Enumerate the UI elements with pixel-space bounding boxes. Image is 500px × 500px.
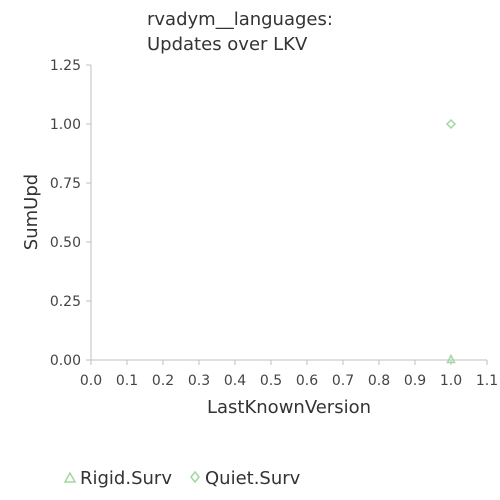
y-tick-label: 1.25 — [50, 58, 81, 74]
data-point-quiet-surv — [445, 118, 457, 130]
x-axis-label: LastKnownVersion — [207, 397, 371, 418]
legend-triangle-icon — [63, 471, 77, 483]
legend-item-quiet-surv: Quiet.Surv — [190, 468, 301, 489]
y-tick-label: 0.25 — [50, 294, 81, 310]
y-axis-ticks: 0.00 0.25 0.50 0.75 1.00 1.25 — [50, 58, 91, 369]
y-tick-label: 0.75 — [50, 176, 81, 192]
x-tick-label: 0.2 — [152, 373, 174, 389]
x-tick-label: 1.0 — [440, 373, 462, 389]
x-tick-label: 0.5 — [260, 373, 282, 389]
y-tick-label: 0.50 — [50, 235, 81, 251]
legend-label-rigid-surv: Rigid.Surv — [80, 468, 172, 489]
x-tick-label: 0.7 — [332, 373, 354, 389]
y-tick-label: 1.00 — [50, 117, 81, 133]
chart-title-line-2: Updates over LKV — [147, 34, 308, 55]
x-tick-label: 0.3 — [188, 373, 210, 389]
y-tick-label: 0.00 — [50, 353, 81, 369]
legend-diamond-icon — [190, 470, 200, 484]
legend-label-quiet-surv: Quiet.Surv — [205, 468, 301, 489]
x-tick-label: 0.8 — [368, 373, 390, 389]
data-points — [445, 118, 457, 364]
legend: Rigid.Surv Quiet.Surv — [63, 468, 301, 489]
x-tick-label: 0.0 — [80, 373, 102, 389]
data-point-rigid-surv — [446, 353, 456, 364]
x-tick-label: 0.1 — [116, 373, 138, 389]
x-axis-ticks: 0.0 0.1 0.2 0.3 0.4 0.5 0.6 0.7 0.8 0.9 1.0 1.1 — [80, 360, 498, 389]
chart-title-line-1: rvadym__languages: — [147, 9, 333, 30]
x-tick-label: 1.1 — [476, 373, 498, 389]
x-tick-label: 0.4 — [224, 373, 246, 389]
x-tick-label: 0.6 — [296, 373, 318, 389]
y-axis-label: SumUpd — [21, 174, 42, 250]
legend-item-rigid-surv: Rigid.Surv — [63, 468, 172, 489]
x-tick-label: 0.9 — [404, 373, 426, 389]
